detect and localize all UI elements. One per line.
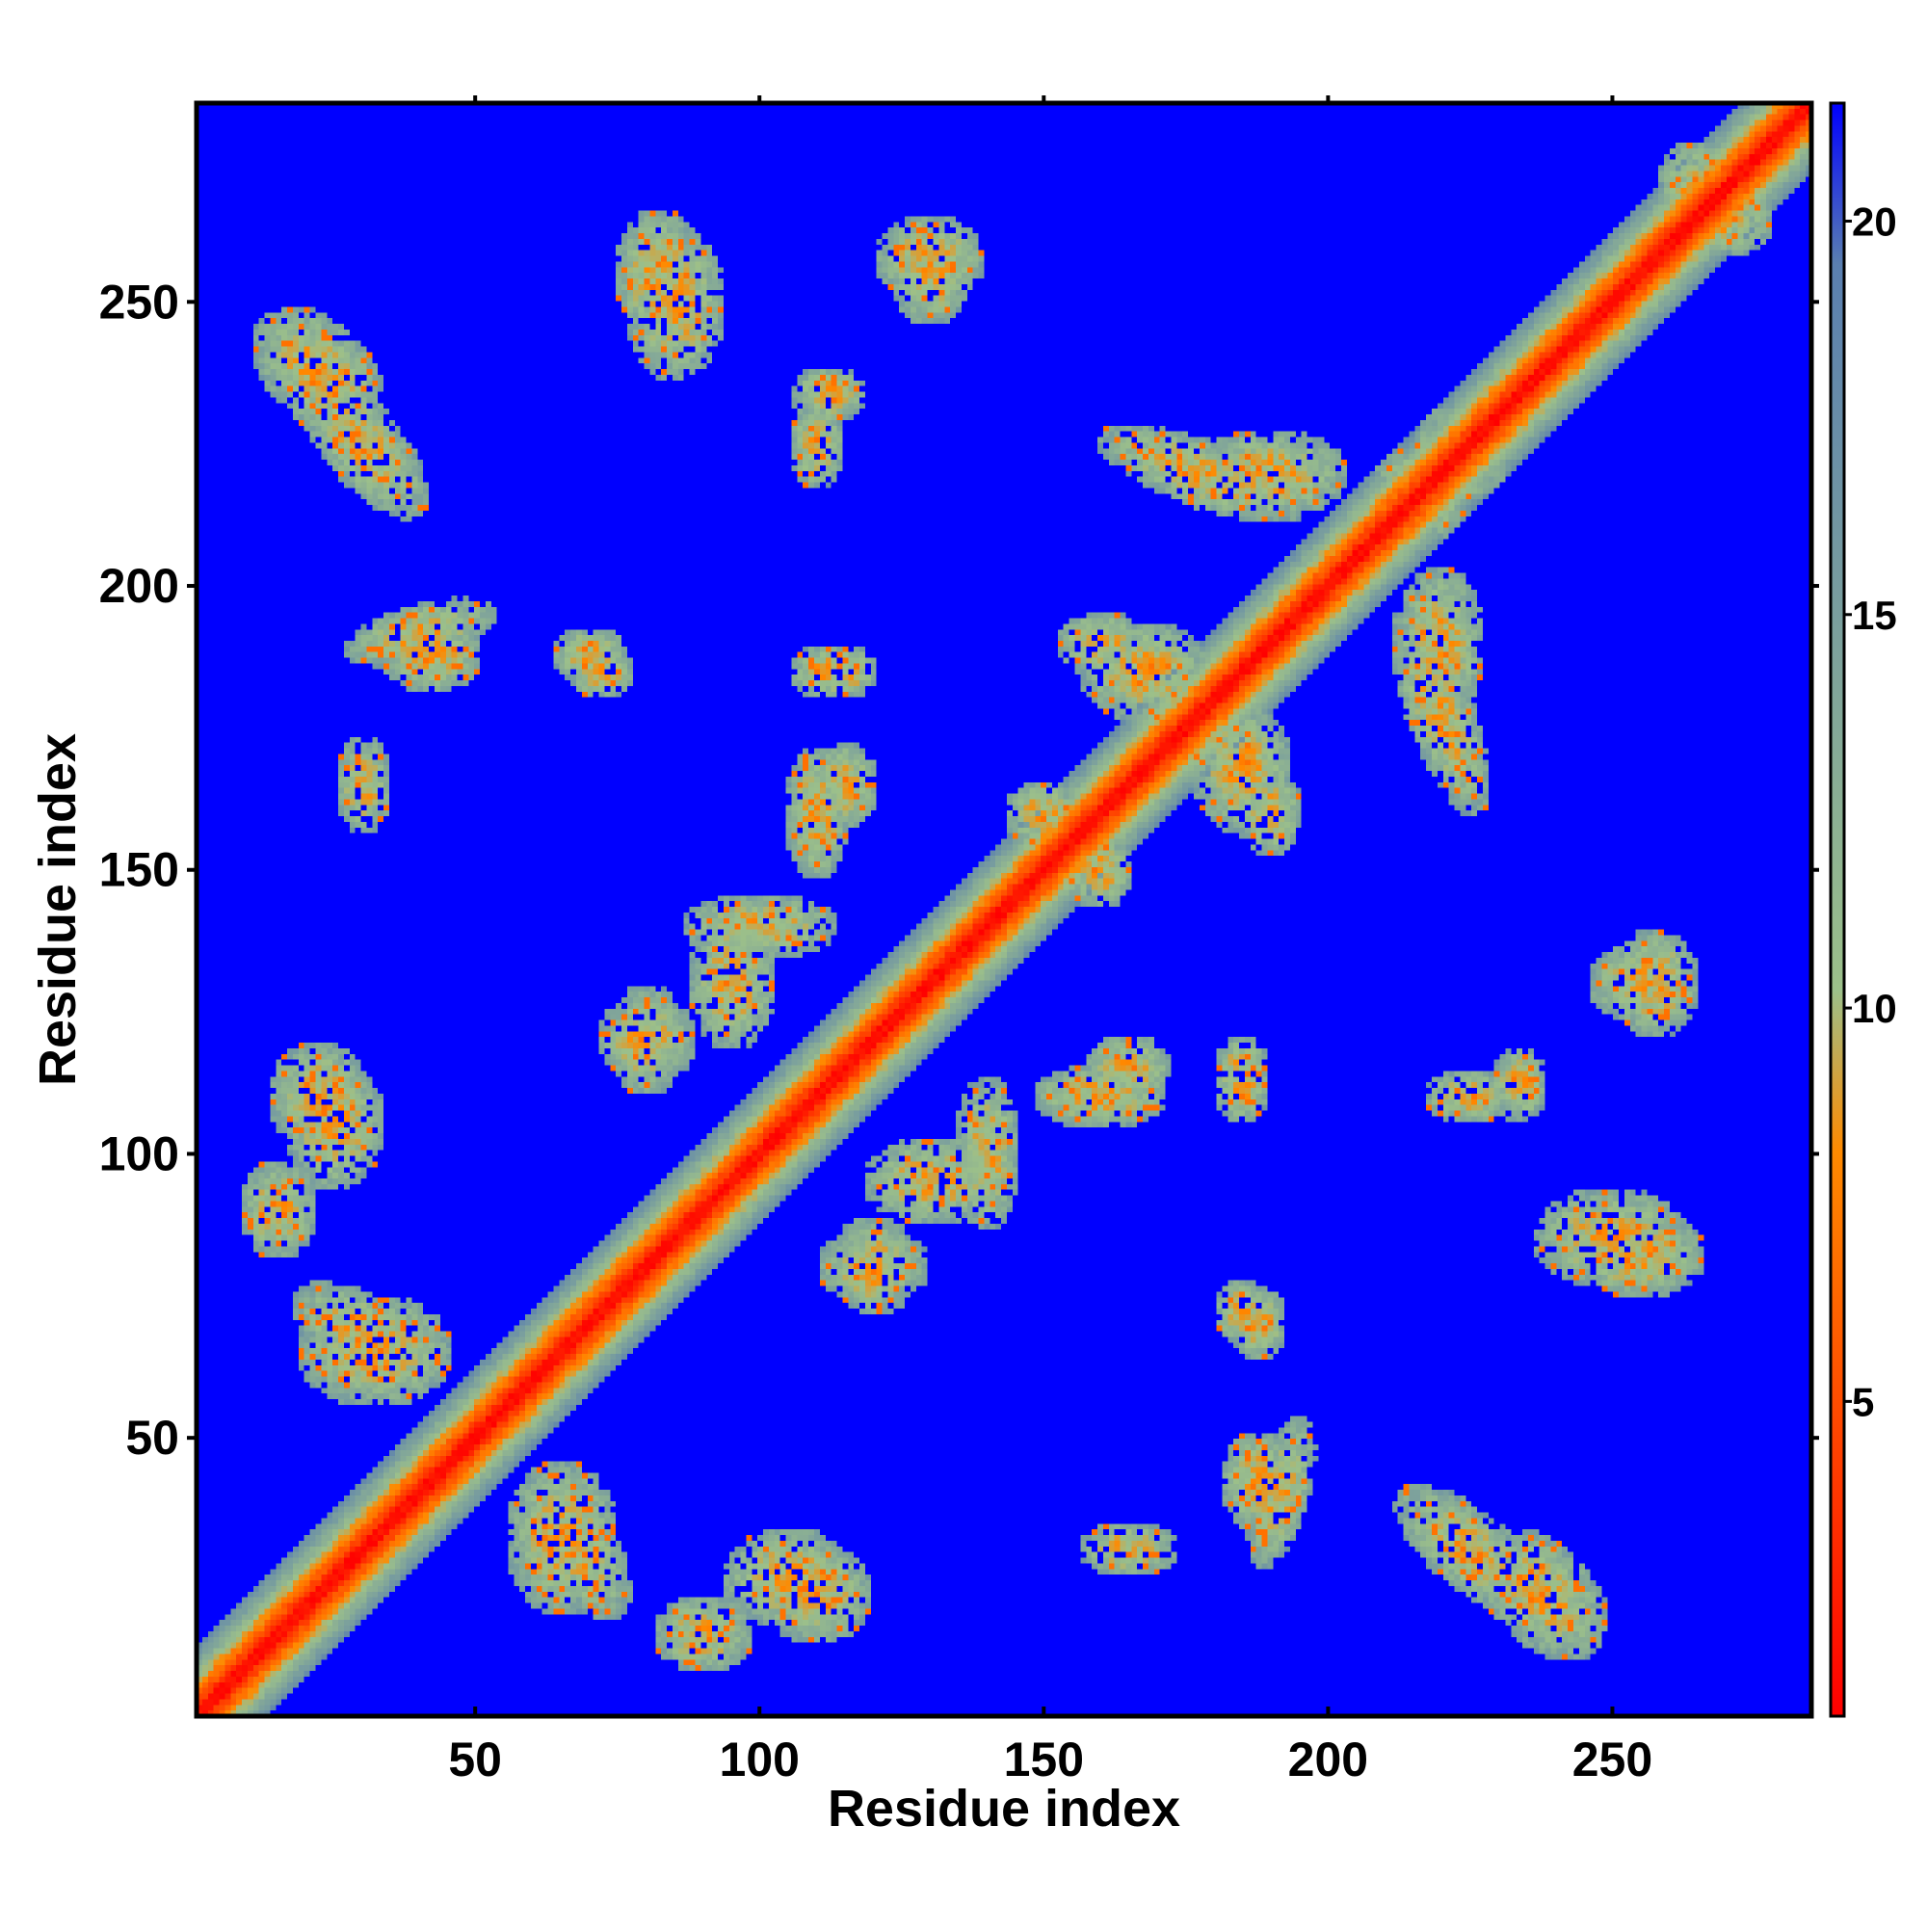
colorbar-tick-label: 10: [1852, 986, 1897, 1031]
colorbar: 5 10 15 20: [1829, 101, 1897, 1718]
y-tick-label: 250: [99, 275, 179, 329]
x-tick-label: 200: [1288, 1733, 1368, 1786]
colorbar-tick-label: 5: [1852, 1379, 1874, 1424]
colorbar-tick-label: 20: [1852, 198, 1897, 244]
x-tick-label: 150: [1004, 1733, 1084, 1786]
x-tick-label: 50: [448, 1733, 502, 1786]
colorbar-ticks: 5 10 15 20: [1844, 198, 1897, 1424]
y-tick-label: 200: [99, 559, 179, 613]
y-axis-label: Residue index: [29, 733, 87, 1086]
y-axis: 50 100 150 200 250: [99, 275, 1819, 1465]
heatmap-container: [197, 103, 1811, 1716]
plot-area: [194, 100, 1814, 1719]
heatmap-cells: [197, 103, 1811, 1716]
x-tick-label: 250: [1572, 1733, 1652, 1786]
y-tick-label: 100: [99, 1126, 179, 1180]
x-tick-label: 100: [720, 1733, 800, 1786]
x-axis-label: Residue index: [828, 1780, 1180, 1838]
colorbar-tick-label: 15: [1852, 593, 1897, 638]
y-tick-label: 150: [99, 843, 179, 897]
x-axis: 50 100 150 200 250: [448, 95, 1652, 1786]
colorbar-bar: [1829, 101, 1846, 1718]
y-tick-label: 50: [125, 1411, 179, 1465]
plot-frame: [194, 100, 1814, 1719]
